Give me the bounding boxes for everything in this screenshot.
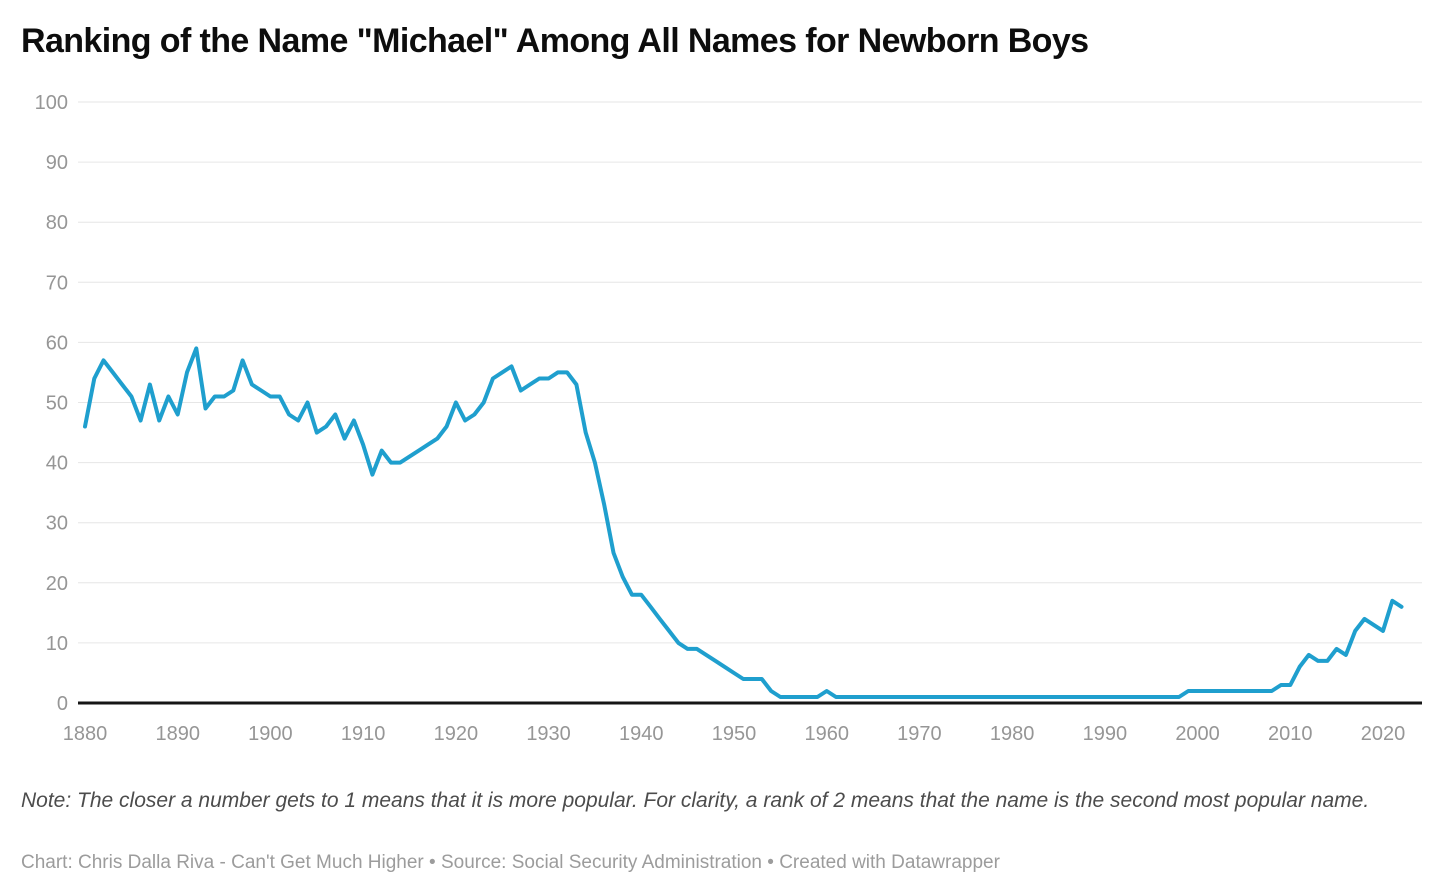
x-tick-label-1950: 1950 xyxy=(712,723,757,745)
x-tick-label-1970: 1970 xyxy=(897,723,942,745)
y-tick-label-0: 0 xyxy=(57,693,68,715)
x-tick-label-1920: 1920 xyxy=(434,723,479,745)
x-tick-label-1930: 1930 xyxy=(526,723,571,745)
x-tick-label-1990: 1990 xyxy=(1083,723,1128,745)
x-tick-label-1980: 1980 xyxy=(990,723,1035,745)
chart-credit: Chart: Chris Dalla Riva - Can't Get Much… xyxy=(21,852,1000,873)
y-tick-label-80: 80 xyxy=(46,212,68,234)
chart-title: Ranking of the Name "Michael" Among All … xyxy=(21,22,1089,60)
x-tick-label-2020: 2020 xyxy=(1361,723,1406,745)
x-tick-label-1900: 1900 xyxy=(248,723,293,745)
y-tick-label-30: 30 xyxy=(46,513,68,535)
y-tick-label-50: 50 xyxy=(46,393,68,415)
chart-note: Note: The closer a number gets to 1 mean… xyxy=(21,789,1370,812)
y-tick-label-100: 100 xyxy=(35,92,68,114)
x-tick-label-1910: 1910 xyxy=(341,723,386,745)
x-tick-label-1960: 1960 xyxy=(804,723,849,745)
x-tick-label-1890: 1890 xyxy=(155,723,200,745)
y-tick-label-20: 20 xyxy=(46,573,68,595)
x-tick-label-1880: 1880 xyxy=(63,723,108,745)
y-tick-label-70: 70 xyxy=(46,272,68,294)
data-line-michael-rank xyxy=(83,346,1404,699)
x-tick-label-1940: 1940 xyxy=(619,723,664,745)
y-tick-label-40: 40 xyxy=(46,453,68,475)
y-tick-label-60: 60 xyxy=(46,332,68,354)
y-tick-label-10: 10 xyxy=(46,633,68,655)
y-tick-label-90: 90 xyxy=(46,152,68,174)
line-chart: 0 10 20 30 40 50 60 70 80 90 100 1880 1890 1900 1910 19… xyxy=(35,92,1422,745)
x-tick-label-2000: 2000 xyxy=(1175,723,1220,745)
x-tick-label-2010: 2010 xyxy=(1268,723,1313,745)
